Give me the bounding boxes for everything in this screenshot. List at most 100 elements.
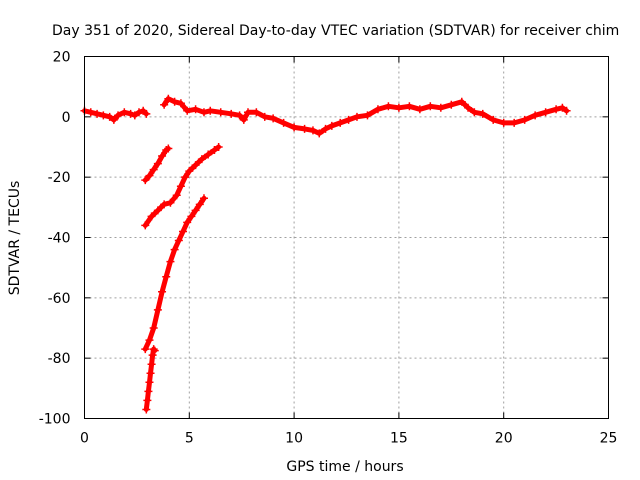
data-point-marker — [436, 103, 445, 112]
data-point-marker — [206, 106, 215, 115]
series-track-1 — [80, 106, 151, 124]
x-tick-label: 15 — [390, 431, 408, 447]
data-point-marker — [141, 176, 150, 185]
y-tick-label: -100 — [39, 412, 71, 428]
data-point-marker — [147, 360, 156, 369]
data-point-marker — [158, 287, 167, 296]
data-point-marker — [141, 345, 150, 354]
data-point-marker — [144, 387, 153, 396]
data-point-marker — [290, 123, 299, 132]
data-point-marker — [489, 115, 498, 124]
data-point-marker — [120, 108, 129, 117]
data-point-marker — [344, 115, 353, 124]
data-point-marker — [166, 198, 175, 207]
data-point-marker — [235, 111, 244, 120]
data-point-marker — [149, 324, 158, 332]
data-point-marker — [199, 108, 208, 117]
data-point-marker — [197, 155, 206, 164]
data-point-marker — [300, 124, 309, 133]
data-point-marker — [147, 212, 156, 221]
data-point-marker — [520, 115, 529, 124]
data-point-marker — [183, 106, 192, 115]
data-point-marker — [558, 103, 567, 112]
data-point-marker — [172, 191, 181, 200]
data-point-marker — [315, 129, 324, 138]
data-point-marker — [114, 111, 123, 120]
data-point-marker — [109, 115, 118, 124]
chart-title: Day 351 of 2020, Sidereal Day-to-day VTE… — [52, 23, 619, 39]
data-point-marker — [352, 112, 361, 121]
data-point-marker — [239, 115, 248, 124]
data-point-marker — [191, 105, 200, 114]
data-point-marker — [426, 102, 435, 111]
x-tick-label: 20 — [495, 431, 513, 447]
data-point-marker — [210, 146, 219, 155]
data-point-marker — [105, 112, 114, 121]
data-point-marker — [562, 106, 571, 115]
data-point-marker — [145, 378, 154, 387]
data-point-marker — [146, 369, 155, 378]
data-point-marker — [260, 112, 269, 121]
data-point-marker — [394, 103, 403, 112]
y-tick-label: 0 — [62, 110, 71, 126]
data-point-marker — [269, 114, 278, 123]
y-tick-label: -40 — [48, 231, 71, 247]
data-point-marker — [164, 94, 173, 103]
data-point-marker — [195, 200, 204, 209]
y-tick-label: -20 — [48, 170, 71, 186]
data-point-marker — [179, 227, 188, 236]
y-tick-label: -80 — [48, 351, 71, 367]
y-tick-label: -60 — [48, 291, 71, 307]
data-point-marker — [164, 144, 173, 153]
data-point-marker — [153, 159, 162, 168]
data-point-marker — [99, 111, 108, 120]
data-point-marker — [134, 108, 143, 117]
data-point-marker — [176, 99, 185, 108]
data-point-marker — [470, 108, 479, 117]
y-axis-label: SDTVAR / TECUs — [7, 181, 23, 296]
data-point-marker — [183, 218, 192, 227]
data-point-marker — [336, 118, 345, 127]
data-point-marker — [142, 109, 151, 118]
data-point-marker — [363, 111, 372, 120]
data-point-marker — [176, 182, 185, 191]
data-point-marker — [191, 161, 200, 170]
data-point-marker — [187, 212, 196, 221]
x-tick-label: 25 — [600, 431, 618, 447]
data-point-marker — [170, 97, 179, 106]
data-point-marker — [142, 405, 151, 414]
series-track-2 — [160, 94, 571, 138]
data-point-marker — [199, 194, 208, 203]
series-track-5 — [141, 194, 208, 354]
data-point-marker — [541, 108, 550, 117]
data-point-marker — [158, 152, 167, 161]
data-point-marker — [510, 118, 519, 127]
data-point-marker — [149, 165, 158, 174]
data-point-marker — [478, 109, 487, 118]
data-point-marker — [464, 103, 473, 112]
data-point-marker — [457, 97, 466, 106]
data-point-marker — [166, 257, 175, 266]
data-point-marker — [181, 173, 190, 182]
data-point-marker — [162, 272, 171, 281]
data-point-marker — [153, 305, 162, 314]
data-point-marker — [405, 102, 414, 111]
x-tick-label: 10 — [285, 431, 303, 447]
data-series — [80, 94, 571, 414]
data-point-marker — [160, 100, 169, 109]
data-point-marker — [214, 143, 223, 151]
data-point-marker — [499, 118, 508, 127]
data-point-marker — [153, 206, 162, 215]
data-point-marker — [143, 396, 152, 405]
data-point-marker — [204, 150, 213, 159]
data-point-marker — [384, 102, 393, 111]
data-point-marker — [148, 351, 157, 360]
data-point-marker — [308, 126, 317, 135]
data-point-marker — [150, 346, 159, 355]
data-point-marker — [170, 245, 179, 254]
x-tick-label: 0 — [80, 431, 89, 447]
data-point-marker — [174, 236, 183, 245]
data-point-marker — [321, 124, 330, 133]
data-point-marker — [160, 200, 169, 209]
